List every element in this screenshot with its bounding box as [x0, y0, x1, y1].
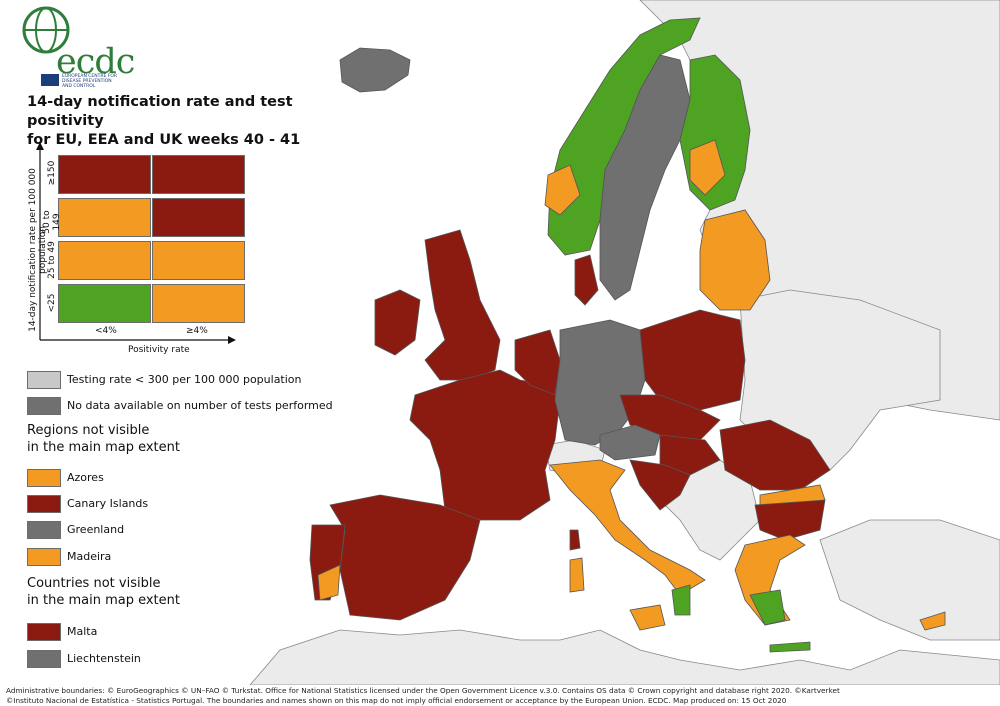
legend-swatch	[27, 469, 61, 487]
y-tick-label: <25	[47, 293, 57, 313]
legend-swatch	[27, 650, 61, 668]
map-title: 14-day notification rate and test positi…	[27, 94, 301, 148]
iceland	[339, 47, 411, 93]
cyprus	[919, 611, 946, 631]
legend-label: Azores	[67, 471, 104, 484]
y-tick-label: ≥150	[47, 160, 57, 186]
sicily	[629, 604, 666, 631]
ireland	[374, 289, 421, 356]
legend-label: Malta	[67, 625, 98, 638]
romania	[719, 419, 831, 491]
matrix-cell	[58, 241, 151, 280]
baltics	[699, 209, 771, 311]
legend-label: Testing rate < 300 per 100 000 populatio…	[67, 373, 302, 386]
legend-swatch	[27, 548, 61, 566]
legend-swatch	[27, 521, 61, 539]
globe-icon	[22, 6, 70, 54]
sardinia	[569, 557, 585, 593]
logo-text: ecdc	[56, 42, 135, 82]
x-axis-title: Positivity rate	[128, 345, 190, 355]
italy	[549, 459, 706, 596]
matrix-axes	[36, 142, 236, 344]
legend-label: No data available on number of tests per…	[67, 399, 333, 412]
ecdc-logo: ecdc	[18, 4, 135, 88]
hungary	[659, 434, 721, 476]
legend-swatch	[27, 623, 61, 641]
matrix-cell	[58, 198, 151, 237]
matrix-cell	[152, 241, 245, 280]
legend-swatch	[27, 371, 61, 389]
regions-title: Regions not visible in the main map exte…	[27, 423, 180, 455]
matrix-cell	[58, 155, 151, 194]
crete	[769, 641, 811, 653]
legend-label: Liechtenstein	[67, 652, 141, 665]
countries-title: Countries not visible in the main map ex…	[27, 576, 180, 608]
eu-flag-icon	[41, 74, 59, 86]
legend-label: Madeira	[67, 550, 112, 563]
corsica	[569, 529, 581, 551]
legend-swatch	[27, 397, 61, 415]
poland	[639, 309, 746, 411]
legend-swatch	[27, 495, 61, 513]
benelux	[514, 329, 561, 396]
austria	[599, 424, 661, 461]
matrix-cell	[152, 198, 245, 237]
x-tick-label: <4%	[95, 326, 117, 336]
y-tick-label: 50 to 149	[42, 210, 62, 234]
logo-subtitle: EUROPEAN CENTRE FOR DISEASE PREVENTION A…	[62, 74, 117, 89]
legend-label: Greenland	[67, 523, 125, 536]
matrix-cell	[58, 284, 151, 323]
y-tick-label: 25 to 49	[47, 241, 57, 279]
france	[409, 369, 561, 521]
croatia	[629, 459, 691, 511]
matrix-cell	[152, 155, 245, 194]
y-axis-title: 14-day notification rate per 100 000 pop…	[28, 168, 48, 332]
matrix-cell	[152, 284, 245, 323]
bulgaria	[754, 499, 826, 541]
footer-attribution: Administrative boundaries: © EuroGeograp…	[6, 686, 840, 705]
legend-label: Canary Islands	[67, 497, 149, 510]
denmark	[574, 254, 599, 306]
x-tick-label: ≥4%	[186, 326, 208, 336]
europe-map	[249, 0, 1000, 685]
